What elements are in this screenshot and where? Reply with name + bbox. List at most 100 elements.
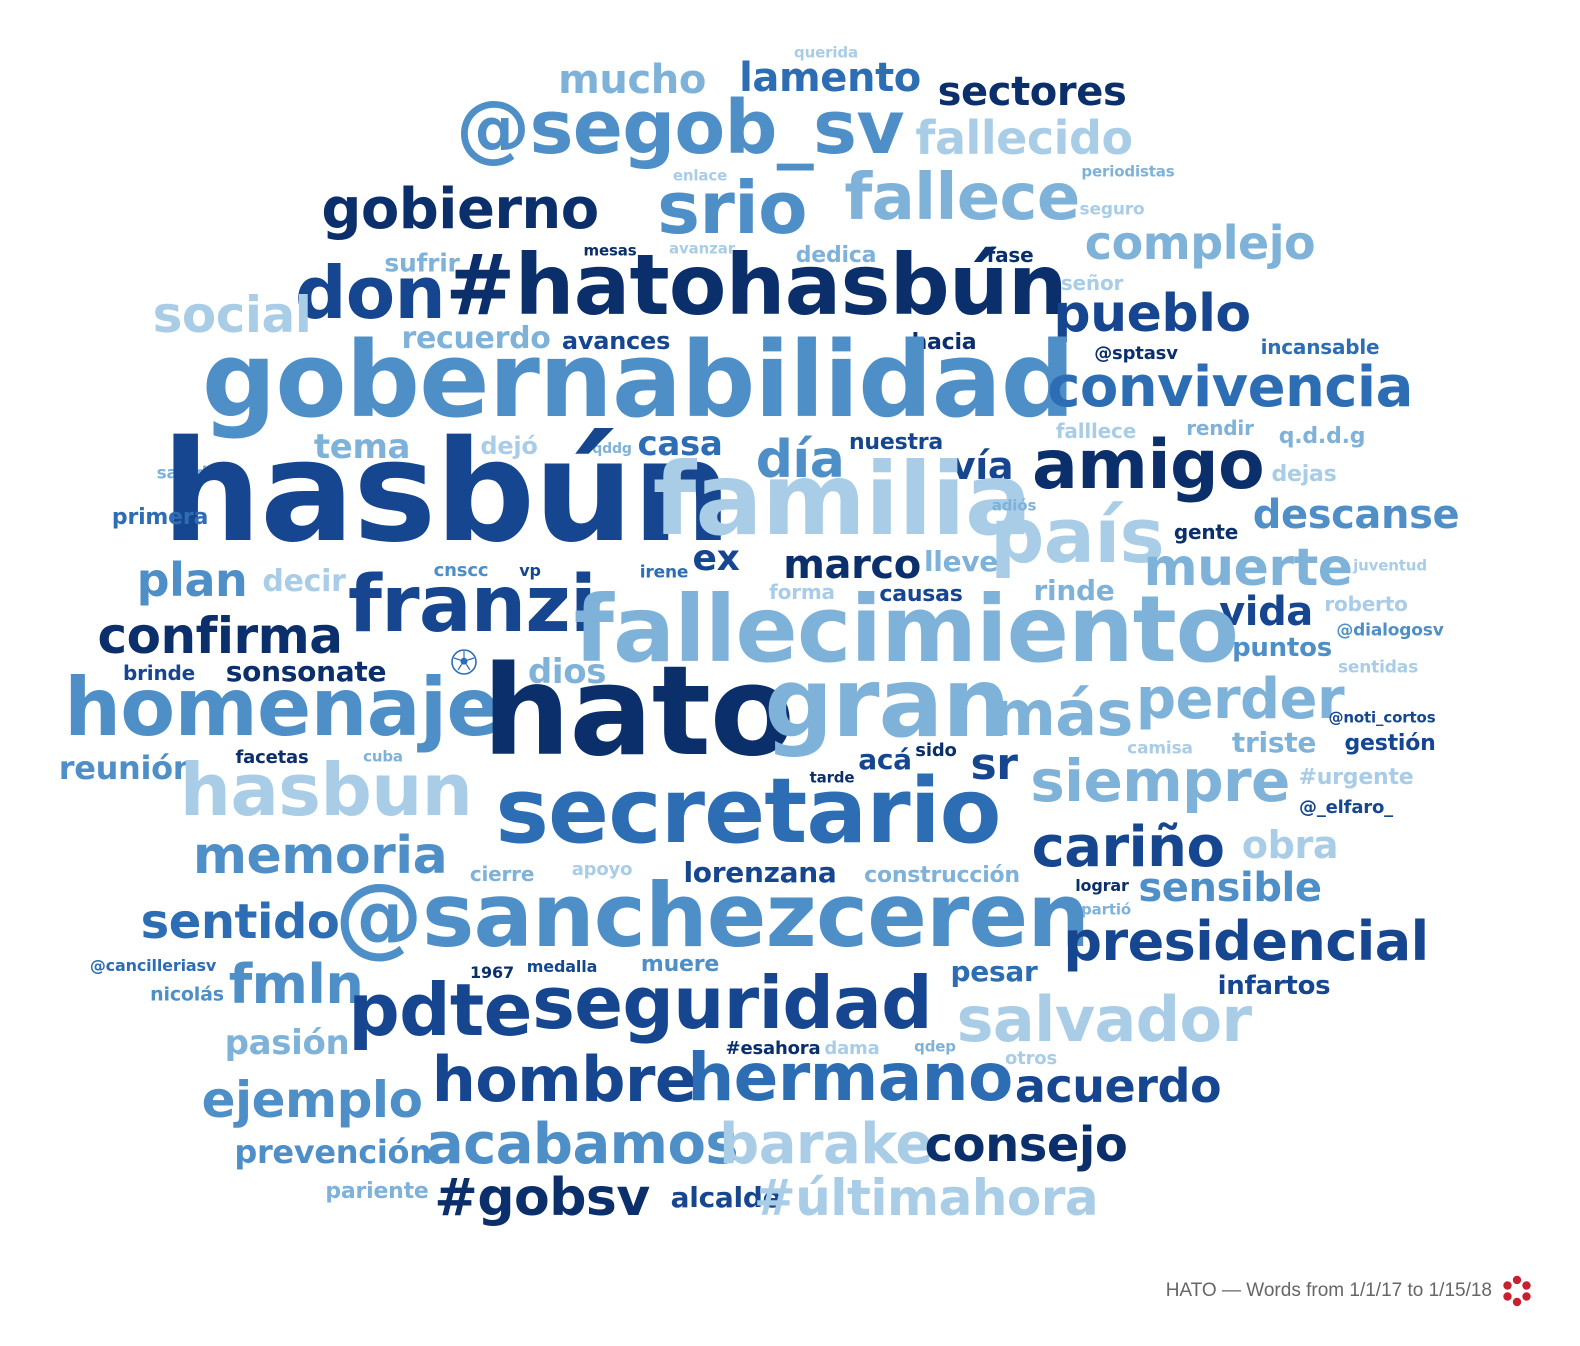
cloud-word: puntos (1232, 633, 1332, 663)
cloud-word: sentido (140, 894, 340, 950)
cloud-word: vp (519, 561, 541, 580)
cloud-word: presidencial (1063, 910, 1429, 973)
cloud-word: pasión (224, 1023, 350, 1063)
cloud-word: @cancilleriasv (89, 956, 217, 975)
cloud-word: sonsonate (225, 655, 387, 688)
cloud-word: vía (950, 444, 1014, 488)
cloud-word: medalla (526, 957, 598, 976)
cloud-word: pueblo (1053, 284, 1251, 344)
cloud-word: ex (692, 538, 740, 579)
cloud-word: construcción (864, 863, 1020, 888)
cloud-word: dejas (1271, 462, 1337, 487)
cloud-word: hasbún (161, 411, 732, 574)
cloud-word: consejo (924, 1117, 1128, 1173)
cloud-word: social (152, 286, 312, 344)
footer: HATO — Words from 1/1/17 to 1/15/18 (1165, 1275, 1534, 1307)
cloud-word: memoria (192, 826, 448, 886)
cloud-word: casa (637, 424, 723, 464)
cloud-word: gente (1173, 520, 1239, 544)
cloud-word: hermano (687, 1039, 1013, 1116)
cloud-word: hombre (431, 1043, 697, 1116)
cloud-word: muerte (1143, 538, 1353, 598)
cloud-word: cariño (1031, 815, 1225, 880)
cloud-word: fallecimiento (573, 576, 1239, 683)
cloud-word: rinde (1033, 574, 1115, 607)
flower-logo-icon (1503, 1275, 1531, 1307)
cloud-word: fallecido (915, 111, 1133, 165)
cloud-word: convivencia (1047, 355, 1413, 420)
cloud-word: 1967 (470, 963, 514, 982)
cloud-word: hato (482, 640, 795, 784)
cloud-word: salvador (956, 983, 1252, 1056)
cloud-word: mesas (583, 241, 637, 260)
cloud-word: cuba (363, 747, 403, 766)
cloud-word: vida (1219, 589, 1313, 635)
cloud-word: otros (1004, 1048, 1058, 1069)
cloud-word: fmln (228, 953, 364, 1016)
cloud-word: mucho (558, 57, 706, 103)
cloud-word: muere (640, 952, 720, 977)
cloud-word: cierre (469, 862, 535, 886)
cloud-word: @_elfaro_ (1299, 797, 1393, 818)
cloud-word: falllece (1055, 419, 1137, 443)
cloud-word: fase (986, 243, 1034, 267)
cloud-word: dejó (480, 432, 538, 460)
cloud-word: alcalde (670, 1181, 782, 1214)
cloud-word: qdep (914, 1037, 956, 1056)
cloud-word: marco (783, 542, 921, 588)
cloud-word: sufrir (384, 248, 460, 278)
cloud-word: fallece (844, 161, 1080, 235)
cloud-word: tarde (809, 768, 855, 787)
cloud-word: juventud (1353, 556, 1427, 575)
cloud-word: acabamos (425, 1112, 739, 1177)
cloud-word: adiós (991, 496, 1037, 515)
cloud-word: avances (561, 327, 671, 355)
cloud-word: querida (794, 43, 858, 62)
cloud-word: día (755, 430, 845, 490)
cloud-word: salud (156, 463, 208, 484)
cloud-word: gran (764, 647, 1010, 759)
soccer-ball-icon (451, 649, 477, 675)
cloud-word: homenaje (64, 661, 501, 754)
cloud-word: plan (136, 553, 248, 607)
cloud-word: gobernabilidad (201, 319, 1075, 441)
cloud-word: #últimahora (753, 1169, 1099, 1227)
cloud-word: don (294, 251, 446, 335)
cloud-word: acá (858, 743, 912, 776)
cloud-word: forma (769, 580, 835, 604)
cloud-word: descanse (1252, 492, 1460, 538)
cloud-word: #esahora (725, 1038, 821, 1059)
cloud-word: #hatohasbún (445, 236, 1068, 334)
cloud-word: sido (915, 740, 957, 761)
cloud-word: avanzar (669, 239, 735, 258)
cloud-word: seguridad (532, 961, 933, 1045)
cloud-word: tema (313, 427, 411, 467)
cloud-word: franzi (347, 560, 597, 650)
cloud-word: dama (824, 1038, 880, 1059)
cloud-word: hacia (911, 330, 977, 355)
footer-caption: HATO — Words from 1/1/17 to 1/15/18 (1165, 1280, 1492, 1301)
cloud-word: infartos (1217, 971, 1331, 1001)
cloud-word: partió (1081, 900, 1131, 919)
cloud-word: nuestra (848, 430, 944, 455)
cloud-word: srio (657, 166, 807, 250)
cloud-word: sr (970, 739, 1018, 790)
cloud-word: triste (1231, 726, 1317, 759)
cloud-word: apoyo (571, 859, 633, 880)
cloud-word: periodistas (1081, 162, 1175, 181)
cloud-word: camisa (1127, 738, 1193, 759)
cloud-word: @sanchezceren (334, 864, 1090, 967)
cloud-word: facetas (235, 747, 309, 768)
cloud-word: sentidas (1337, 657, 1419, 678)
cloud-word: siempre (1030, 747, 1290, 815)
cloud-word: cnscc (433, 560, 489, 581)
cloud-word: familia (652, 441, 1032, 558)
cloud-word: barake (719, 1112, 933, 1177)
cloud-word: amigo (1031, 426, 1265, 505)
cloud-word: país (990, 491, 1165, 580)
cloud-word: acuerdo (1014, 1059, 1222, 1113)
cloud-word: lorenzana (683, 856, 837, 889)
cloud-word: lleve (923, 545, 999, 578)
cloud-word: prevención (234, 1133, 432, 1171)
